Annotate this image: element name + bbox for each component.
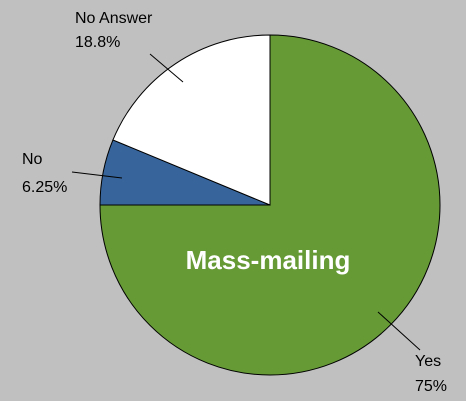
leader-line: [377, 311, 421, 351]
slice-label: No: [22, 151, 43, 168]
annotation: Mass-mailing: [186, 245, 351, 275]
slice-value-label: 18.8%: [75, 34, 120, 51]
leader-line: [149, 53, 184, 83]
slice-label: Yes: [415, 353, 441, 370]
slice-value-label: 6.25%: [22, 179, 67, 196]
slice-value-label: 75%: [415, 378, 447, 395]
pie-slice: [112, 34, 271, 206]
leader-line: [71, 171, 123, 179]
slice-label: No Answer: [75, 10, 153, 27]
pie-slice: [99, 34, 441, 376]
